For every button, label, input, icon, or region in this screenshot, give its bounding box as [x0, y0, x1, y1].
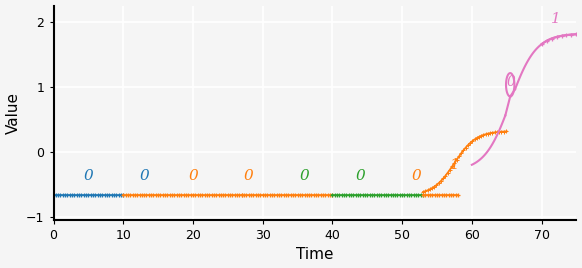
Text: 0: 0 — [506, 75, 515, 89]
Text: 1: 1 — [551, 12, 560, 25]
Text: 0: 0 — [300, 169, 310, 183]
Text: 0: 0 — [411, 169, 421, 183]
Text: 0: 0 — [244, 169, 254, 183]
X-axis label: Time: Time — [296, 247, 333, 262]
Y-axis label: Value: Value — [6, 92, 20, 134]
Text: 0: 0 — [188, 169, 198, 183]
Text: 0: 0 — [139, 169, 149, 183]
Text: 0: 0 — [83, 169, 93, 183]
Text: 0: 0 — [356, 169, 365, 183]
Text: 1: 1 — [449, 158, 459, 172]
